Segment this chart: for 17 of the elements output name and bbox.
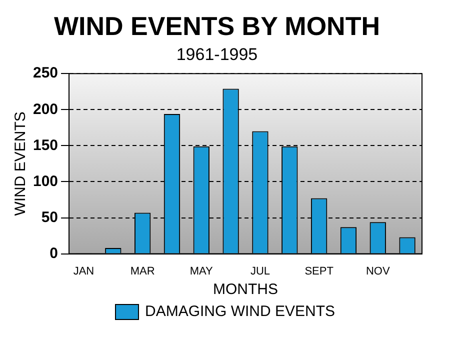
x-tick-label: NOV [366,265,390,278]
x-tick-label: SEPT [304,265,334,278]
text: DAMAGING WIND EVENTS [144,303,335,320]
y-tick-label: 50 [41,208,58,226]
x-tick-label: JAN [73,265,94,278]
y-axis-title: WIND EVENTS [12,112,30,216]
chart-subtitle: 1961-1995 [176,45,258,64]
y-tick-label: 200 [32,100,58,118]
y-tick-label: 250 [32,64,58,82]
x-tick-label: MAR [130,265,155,278]
chart-title: WIND EVENTS BY MONTH [54,10,380,41]
x-tick-label: MAY [190,265,214,278]
x-axis-title: MONTHS [213,281,278,298]
y-tick-label: 0 [50,244,58,262]
x-tick-label: JUL [250,265,270,278]
y-tick-label: 150 [32,136,58,154]
y-tick-label: 100 [32,172,58,190]
